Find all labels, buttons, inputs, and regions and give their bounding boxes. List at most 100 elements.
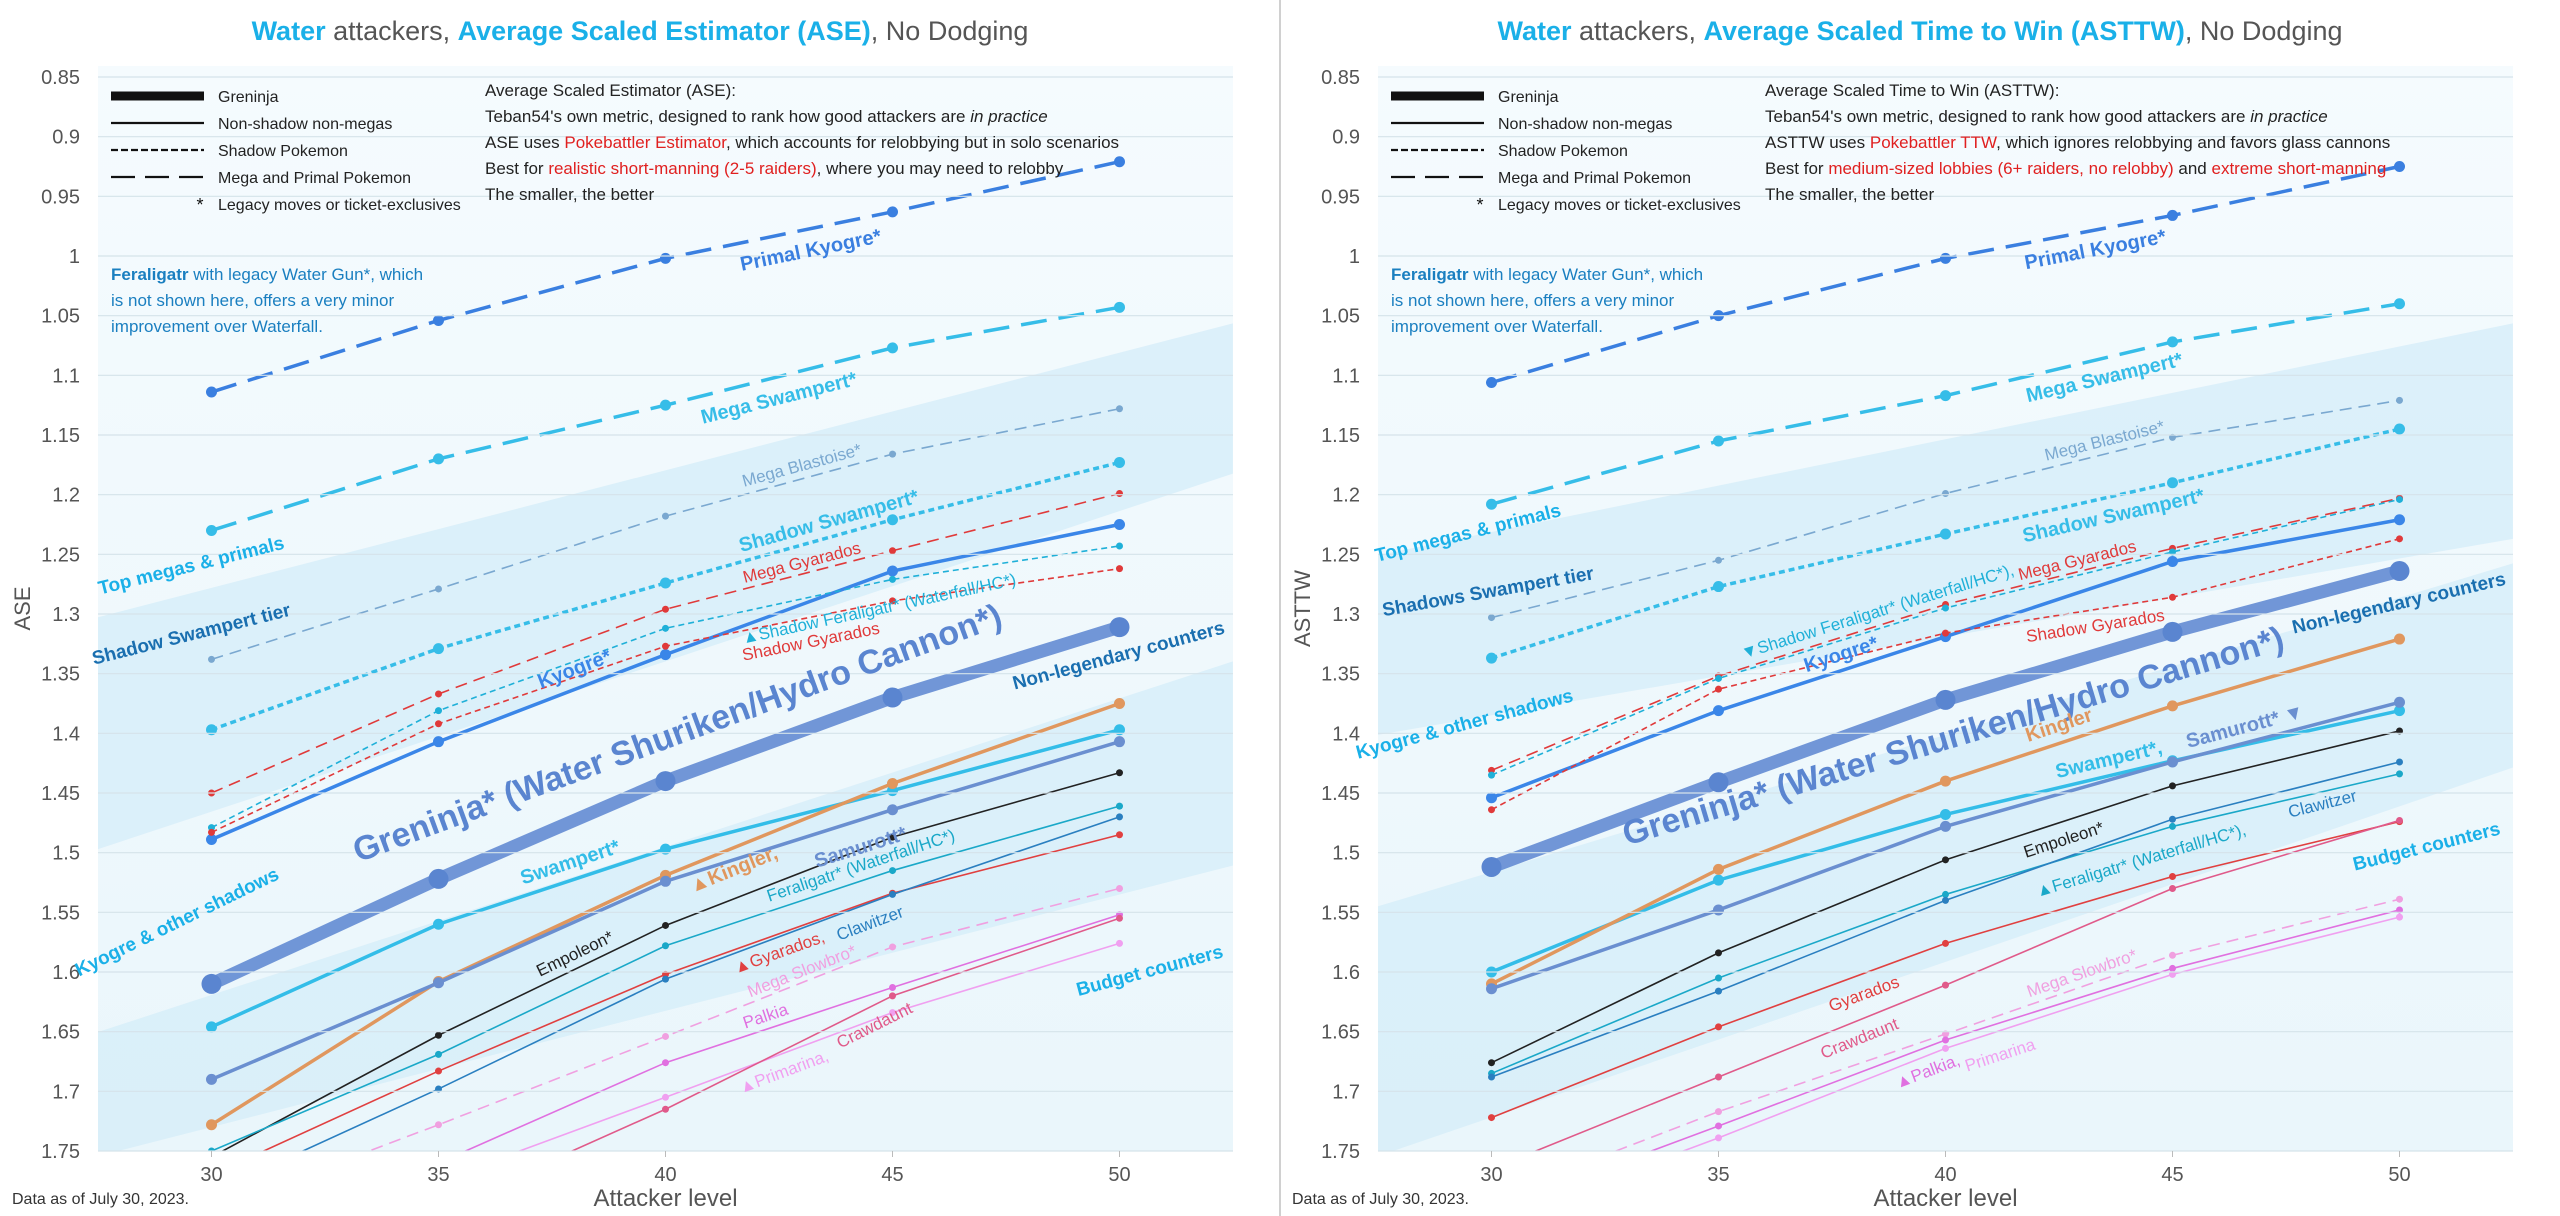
data-point [1116, 405, 1123, 413]
note-line: The smaller, the better [1765, 185, 1934, 204]
data-point [2396, 495, 2403, 503]
text-part: in practice [970, 107, 1047, 126]
series-line [570, 917, 1121, 1151]
data-point [1116, 489, 1123, 497]
data-point [433, 977, 444, 989]
text-part: Water [1497, 16, 1572, 46]
data-point [1942, 1030, 1949, 1038]
data-point [1114, 698, 1125, 709]
data-point [1116, 884, 1123, 892]
data-point [889, 984, 896, 992]
plot [1378, 161, 2513, 1151]
data-point [428, 868, 449, 889]
data-point [2396, 906, 2403, 914]
data-point [1715, 1073, 1722, 1081]
text-part: Teban54's own metric, designed to rank h… [1765, 107, 2250, 126]
text-part: Average Scaled Estimator (ASE) [458, 16, 871, 46]
data-point [1713, 435, 1724, 447]
data-point [1486, 652, 1497, 664]
data-point [2394, 161, 2405, 172]
data-point [433, 736, 444, 748]
y-tick-label: 1.7 [52, 1081, 80, 1103]
series-line [211, 492, 1120, 794]
x-tick-label: 50 [2388, 1164, 2410, 1186]
y-tick-label: 0.95 [1321, 186, 1360, 208]
data-point [1116, 769, 1123, 777]
data-point [2167, 756, 2178, 768]
text-part: medium-sized lobbies (6+ raiders, no rel… [1828, 159, 2173, 178]
text-part: , which ignores relobbying and favors gl… [1996, 133, 2390, 152]
data-point [206, 1073, 217, 1085]
data-point [1713, 581, 1724, 593]
text-part: and [2174, 159, 2212, 178]
text-part: Water [252, 16, 327, 46]
data-point [889, 450, 896, 458]
y-tick-label: 1.4 [52, 723, 80, 745]
side-note-line: Feraligatr with legacy Water Gun*, which [111, 265, 423, 284]
data-point [2169, 593, 2176, 601]
y-tick-label: 1.1 [1332, 365, 1360, 387]
data-point [1486, 376, 1497, 388]
text-part: The smaller, the better [1765, 185, 1934, 204]
data-point [1488, 1073, 1495, 1081]
note-line: Best for realistic short-manning (2-5 ra… [485, 159, 1064, 178]
text-part: The smaller, the better [485, 185, 654, 204]
data-point [2396, 535, 2403, 543]
y-tick-label: 1.4 [1332, 723, 1360, 745]
legend-label: Greninja [1498, 89, 1559, 106]
text-part: improvement over Waterfall. [1391, 317, 1603, 336]
x-axis-label: Attacker level [1873, 1185, 2017, 1212]
data-point [887, 514, 898, 526]
y-tick-label: 1.55 [41, 902, 80, 924]
y-tick-label: 1 [1349, 246, 1360, 268]
data-point [2394, 298, 2405, 310]
series-line [517, 942, 1121, 1151]
x-tick-label: 35 [427, 1164, 449, 1186]
data-point [887, 342, 898, 354]
note-line: ASTTW uses Pokebattler TTW, which ignore… [1765, 133, 2390, 152]
data-point [1715, 987, 1722, 995]
data-point [1114, 456, 1125, 468]
data-point [2169, 970, 2176, 978]
data-point [1942, 604, 1949, 612]
data-point [1116, 914, 1123, 922]
data-point [2169, 884, 2176, 892]
side-note-line: improvement over Waterfall. [111, 317, 323, 336]
data-point [662, 512, 669, 520]
y-tick-label: 1.55 [1321, 902, 1360, 924]
x-tick-label: 35 [1707, 1164, 1729, 1186]
data-point [2394, 423, 2405, 435]
data-point [1942, 1044, 1949, 1052]
data-point [2394, 705, 2405, 717]
data-point [1940, 775, 1951, 787]
data-point [660, 843, 671, 855]
data-point [435, 1085, 442, 1093]
data-point [1940, 528, 1951, 540]
y-tick-label: 1.1 [52, 365, 80, 387]
text-part: Best for [485, 159, 548, 178]
data-point [2167, 477, 2178, 489]
data-point [2396, 913, 2403, 921]
chart-title: Water attackers, Average Scaled Time to … [1497, 16, 2342, 46]
note-line: Teban54's own metric, designed to rank h… [1765, 107, 2328, 126]
data-point [889, 575, 896, 583]
y-tick-label: 1.05 [41, 306, 80, 328]
data-point [1715, 949, 1722, 957]
data-point [887, 804, 898, 816]
data-point [1708, 772, 1729, 793]
series-line [210, 460, 1120, 732]
data-point [1488, 806, 1495, 814]
data-point [206, 724, 217, 736]
text-part: Pokebattler Estimator [564, 133, 727, 152]
data-point [2396, 816, 2403, 824]
legend-label: Shadow Pokemon [218, 143, 348, 160]
text-part: ASE uses [485, 133, 564, 152]
data-point [1116, 939, 1123, 947]
data-point [206, 386, 217, 398]
data-point [662, 921, 669, 929]
chart-panel: Water attackers, Average Scaled Estimato… [10, 16, 1233, 1212]
data-point [1116, 542, 1123, 550]
text-part: improvement over Waterfall. [111, 317, 323, 336]
data-point [1713, 874, 1724, 886]
